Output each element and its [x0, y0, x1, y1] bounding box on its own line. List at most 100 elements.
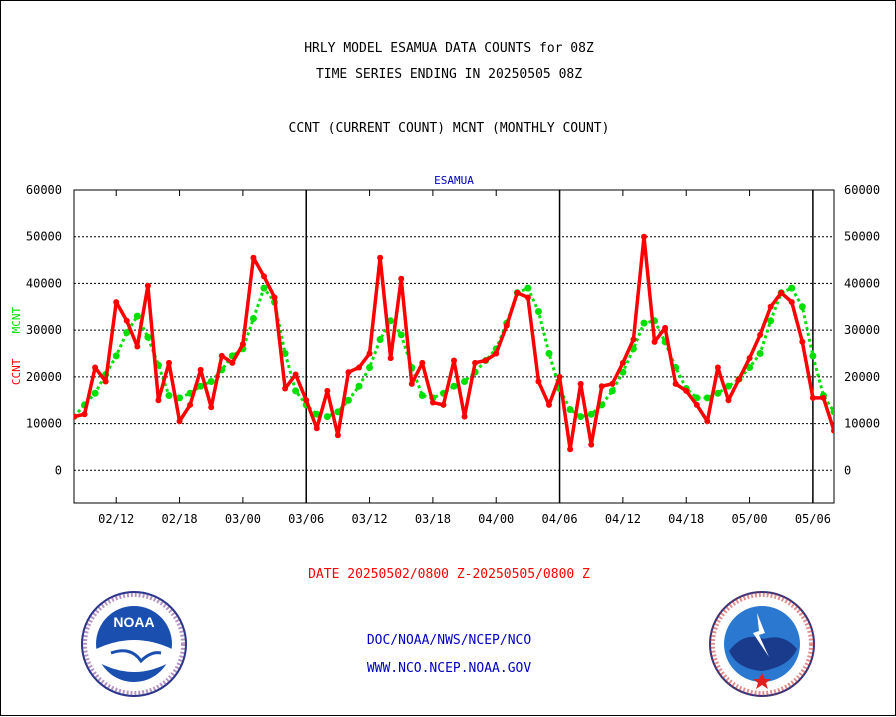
ccnt-point: [123, 317, 130, 324]
ccnt-point: [609, 380, 616, 387]
mcnt-point: [640, 319, 648, 327]
x-tick-label: 03/00: [225, 512, 261, 526]
mcnt-point: [355, 382, 363, 390]
mcnt-point: [260, 284, 268, 292]
x-tick-label: 05/06: [795, 512, 831, 526]
ccnt-point: [451, 357, 457, 364]
ccnt-point: [619, 359, 626, 366]
noaa-logo: NOAA: [81, 591, 187, 697]
ccnt-point: [461, 413, 468, 420]
ccnt-point: [345, 369, 352, 376]
mcnt-point: [366, 364, 374, 372]
mcnt-point: [524, 284, 532, 292]
mcnt-point: [144, 333, 152, 341]
mcnt-point: [323, 413, 331, 421]
mcnt-point: [376, 335, 384, 343]
ccnt-point: [81, 411, 88, 418]
ccnt-point: [598, 383, 605, 390]
mcnt-point: [123, 328, 131, 336]
website-link[interactable]: WWW.NCO.NCEP.NOAA.GOV: [366, 661, 532, 676]
mcnt-point: [809, 352, 817, 360]
ccnt-point: [746, 355, 753, 362]
ccnt-point: [429, 399, 436, 406]
ccnt-point: [482, 357, 489, 364]
x-tick-label: 04/00: [478, 512, 514, 526]
ccnt-point: [387, 355, 394, 362]
ccnt-point: [155, 397, 162, 404]
x-tick-label: 04/12: [605, 512, 641, 526]
y-tick-label-right: 20000: [844, 370, 880, 384]
mcnt-point: [724, 382, 732, 390]
ccnt-point: [92, 364, 99, 371]
mcnt-point: [545, 350, 553, 358]
ccnt-point: [788, 299, 795, 306]
mcnt-point: [165, 392, 173, 400]
x-tick-label: 03/12: [351, 512, 387, 526]
x-tick-label: 05/00: [731, 512, 767, 526]
ccnt-point: [503, 322, 510, 329]
y-tick-label-right: 10000: [844, 417, 880, 431]
chart-title-line-3: CCNT (CURRENT COUNT) MCNT (MONTHLY COUNT…: [288, 121, 610, 136]
y-tick-label-left: 30000: [26, 323, 62, 337]
ccnt-point: [577, 380, 584, 387]
mcnt-point: [587, 410, 595, 418]
ccnt-point: [736, 376, 742, 383]
mcnt-point: [450, 382, 458, 390]
ccnt-point: [144, 282, 151, 289]
y-tick-label-left: 20000: [26, 370, 62, 384]
ccnt-point: [187, 401, 194, 408]
ccnt-point: [493, 350, 500, 357]
ccnt-point: [524, 294, 531, 301]
ccnt-point: [651, 338, 658, 345]
mcnt-point: [756, 350, 764, 358]
mcnt-point: [534, 307, 542, 315]
ccnt-point: [842, 402, 848, 408]
ccnt-point: [239, 341, 246, 348]
ccnt-point: [261, 273, 267, 280]
ccnt-point: [514, 289, 521, 296]
mcnt-point: [334, 408, 342, 416]
noaa-logo-text: NOAA: [113, 614, 154, 630]
ccnt-point: [334, 432, 341, 439]
date-range-label: DATE 20250502/0800 Z-20250505/0800 Z: [308, 567, 590, 582]
mcnt-point: [249, 314, 257, 322]
ccnt-point: [778, 289, 785, 296]
mcnt-point: [176, 394, 184, 402]
mcnt-point: [207, 378, 215, 386]
ccnt-point: [271, 294, 278, 301]
y-tick-label-right: 50000: [844, 230, 880, 244]
ccnt-point: [176, 418, 183, 425]
mcnt-point: [566, 406, 574, 414]
mcnt-point: [714, 389, 722, 397]
ccnt-point: [662, 324, 669, 331]
plot-title: ESAMUA: [434, 174, 474, 187]
ccnt-point: [218, 352, 225, 359]
y-tick-label-right: 60000: [844, 183, 880, 197]
ccnt-point: [102, 378, 109, 385]
ccnt-point: [693, 401, 700, 408]
ccnt-point: [757, 331, 764, 338]
ccnt-point: [799, 338, 806, 345]
ccnt-point: [672, 380, 679, 387]
mcnt-point: [619, 368, 627, 376]
y-axis-label-ccnt: CCNT: [10, 358, 23, 385]
y-tick-label-left: 60000: [26, 183, 62, 197]
ccnt-point: [292, 371, 299, 378]
chart-title-line-1: HRLY MODEL ESAMUA DATA COUNTS for 08Z: [304, 41, 594, 56]
mcnt-point: [397, 331, 405, 339]
x-tick-label: 03/18: [415, 512, 451, 526]
mcnt-point: [608, 387, 616, 395]
ccnt-point: [704, 418, 711, 425]
ccnt-point: [303, 397, 310, 404]
mcnt-point: [693, 394, 701, 402]
ccnt-point: [356, 364, 362, 371]
y-tick-label-right: 30000: [844, 323, 880, 337]
ccnt-point: [630, 336, 637, 343]
ccnt-point: [324, 387, 331, 394]
mcnt-point: [788, 284, 796, 292]
x-tick-label: 04/18: [668, 512, 704, 526]
ccnt-point: [535, 378, 542, 385]
ccnt-point: [408, 380, 415, 387]
mcnt-point: [703, 394, 711, 402]
